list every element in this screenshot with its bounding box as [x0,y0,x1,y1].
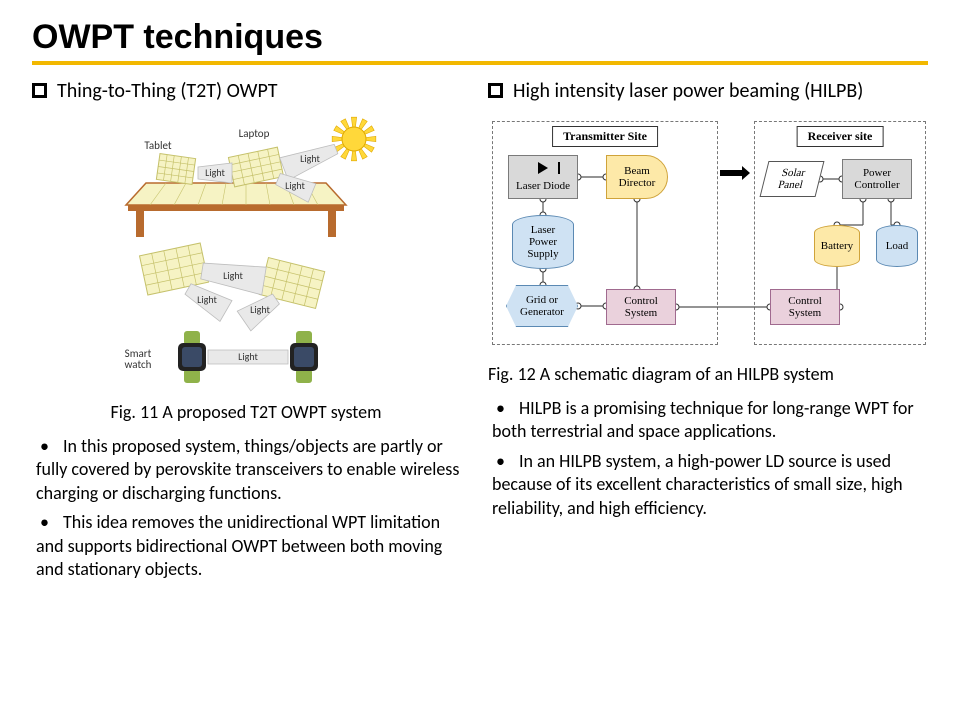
solar-panel-block: SolarPanel [760,161,825,197]
right-heading: High intensity laser power beaming (HILP… [488,79,928,103]
right-bullets: HILPB is a promising technique for long-… [488,397,928,520]
site-label: Receiver site [797,126,884,147]
grid-generator-block: Grid orGenerator [506,285,578,327]
svg-text:Light: Light [223,269,243,282]
fig11-caption: Fig. 11 A proposed T2T OWPT system [32,401,460,423]
tx-control-system-block: ControlSystem [606,289,676,325]
laser-diode-block: Laser Diode [508,155,578,199]
svg-text:Light: Light [250,303,270,316]
svg-text:Smartwatch: Smartwatch [125,347,152,371]
page-title: OWPT techniques [32,18,928,57]
svg-text:Light: Light [300,152,320,165]
square-bullet-icon [32,83,47,98]
svg-text:Laptop: Laptop [239,127,270,140]
laser-power-supply-block: LaserPowerSupply [512,215,574,269]
left-heading-text: Thing-to-Thing (T2T) OWPT [57,79,277,103]
fig12-caption: Fig. 12 A schematic diagram of an HILPB … [488,363,928,385]
accent-rule [32,61,928,65]
left-heading: Thing-to-Thing (T2T) OWPT [32,79,460,103]
beam-director-block: BeamDirector [606,155,668,199]
figure-11: Laptop Tablet Light Light Light Light Light Lig… [32,113,460,393]
left-bullet-2: This idea removes the unidirectional WPT… [36,511,460,581]
svg-text:Tablet: Tablet [144,139,171,152]
left-bullet-1: In this proposed system, things/objects … [36,435,460,505]
two-column-layout: Thing-to-Thing (T2T) OWPT Laptop Tablet Li… [32,75,928,587]
svg-text:Light: Light [205,166,225,179]
right-bullet-2: In an HILPB system, a high-power LD sour… [492,450,928,520]
fig12-diagram: Transmitter Site Receiver site Laser Diode… [488,115,928,355]
rx-control-system-block: ControlSystem [770,289,840,325]
left-bullets: In this proposed system, things/objects … [32,435,460,581]
svg-text:Light: Light [285,179,305,192]
right-heading-text: High intensity laser power beaming (HILP… [513,79,863,103]
right-bullet-1: HILPB is a promising technique for long-… [492,397,928,444]
fig11-svg: Laptop Tablet Light Light Light Light Light Lig… [76,113,416,393]
battery-block: Battery [814,225,860,267]
figure-12: Transmitter Site Receiver site Laser Diode… [488,113,928,355]
left-column: Thing-to-Thing (T2T) OWPT Laptop Tablet Li… [32,75,460,587]
svg-text:Light: Light [197,293,217,306]
svg-text:Light: Light [238,350,258,363]
site-label: Transmitter Site [552,126,658,147]
power-controller-block: PowerController [842,159,912,199]
load-block: Load [876,225,918,267]
right-column: High intensity laser power beaming (HILP… [488,75,928,587]
square-bullet-icon [488,83,503,98]
diode-icon [538,162,548,174]
